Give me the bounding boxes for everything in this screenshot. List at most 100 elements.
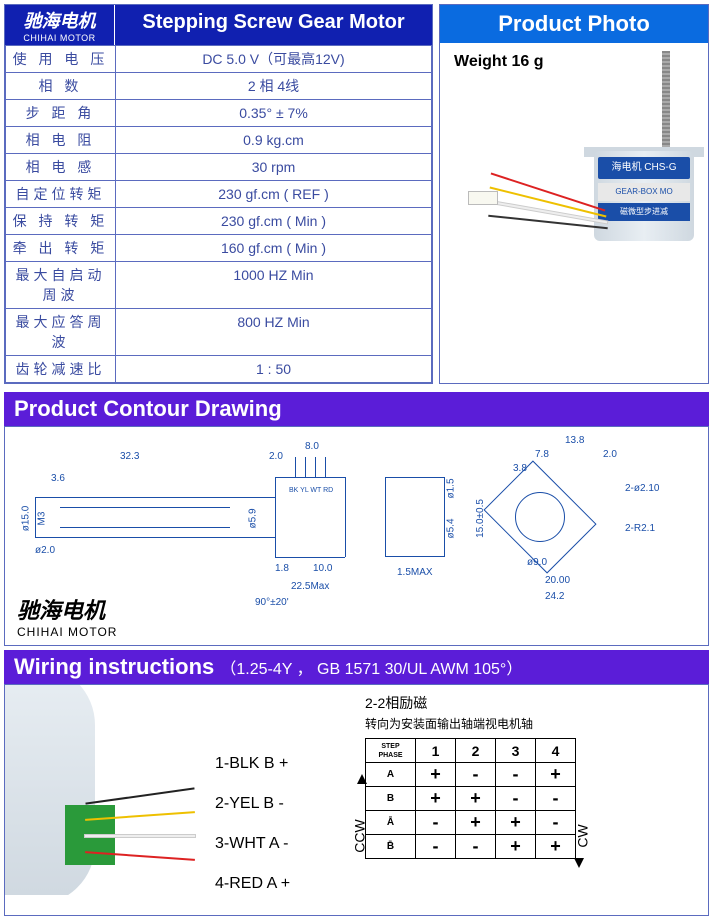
spec-label: 齿轮减速比 bbox=[6, 356, 116, 383]
body-label-a: 海电机 CHS-G bbox=[598, 157, 690, 179]
step-cell: - bbox=[456, 835, 496, 859]
spec-label: 最大自启动周波 bbox=[6, 262, 116, 309]
step-cell: - bbox=[456, 763, 496, 787]
cw-label: CW bbox=[574, 824, 590, 847]
dim-2_0a: 2.0 bbox=[269, 451, 283, 462]
photo-panel: Product Photo Weight 16 g 海电机 CHS-G GEAR… bbox=[439, 4, 709, 384]
phase-label: A bbox=[366, 763, 416, 787]
dim-d5_9: ø5.9 bbox=[248, 508, 259, 528]
step-cell: + bbox=[456, 787, 496, 811]
brand-cn: 驰海电机 bbox=[9, 7, 110, 33]
spec-label: 相 数 bbox=[6, 73, 116, 100]
contour-title: Product Contour Drawing bbox=[4, 392, 709, 426]
step-cell: + bbox=[496, 811, 536, 835]
phase-label: B̄ bbox=[366, 835, 416, 859]
spec-label: 牵 出 转 矩 bbox=[6, 235, 116, 262]
spec-row: 相 电 阻0.9 kg.cm bbox=[6, 127, 432, 154]
step-header: 2 bbox=[456, 739, 496, 763]
wire-legend-item: 1-BLK B + bbox=[215, 755, 355, 773]
spec-value: 230 gf.cm ( REF ) bbox=[116, 181, 432, 208]
step-header: 4 bbox=[536, 739, 576, 763]
dim-32_3: 32.3 bbox=[120, 451, 139, 462]
phase-label: Ā bbox=[366, 811, 416, 835]
dim-d9_0: ø9.0 bbox=[527, 557, 547, 568]
spec-row: 步 距 角0.35° ± 7% bbox=[6, 100, 432, 127]
dim-2_0b: 2.0 bbox=[603, 449, 617, 460]
step-cell: + bbox=[416, 787, 456, 811]
step-cell: + bbox=[416, 763, 456, 787]
dim-90deg: 90°±20' bbox=[255, 597, 289, 608]
spec-row: 使 用 电 压DC 5.0 V（可最高12V) bbox=[6, 46, 432, 73]
dim-m3: M3 bbox=[36, 512, 47, 526]
step-cell: + bbox=[456, 811, 496, 835]
dim-d5_4: ø5.4 bbox=[446, 518, 457, 538]
spec-value: 2 相 4线 bbox=[116, 73, 432, 100]
wiring-title: Wiring instructions bbox=[14, 654, 214, 679]
dim-d1_5: ø1.5 bbox=[446, 478, 457, 498]
dim-8_0: 8.0 bbox=[305, 441, 319, 452]
wire-black bbox=[488, 215, 608, 230]
wiring-box: 1-BLK B +2-YEL B -3-WHT A -4-RED A + 2-2… bbox=[4, 684, 709, 916]
brand-cell: 驰海电机 CHIHAI MOTOR bbox=[5, 5, 115, 45]
spec-row: 最大自启动周波1000 HZ Min bbox=[6, 262, 432, 309]
wiring-title-bar: Wiring instructions （1.25-4Y ， GB 1571 3… bbox=[4, 650, 709, 684]
wires bbox=[488, 151, 588, 261]
step-cell: + bbox=[496, 835, 536, 859]
spec-header: 驰海电机 CHIHAI MOTOR Stepping Screw Gear Mo… bbox=[5, 5, 432, 45]
dim-15_0: 15.0±0.5 bbox=[475, 499, 486, 538]
spec-table: 驰海电机 CHIHAI MOTOR Stepping Screw Gear Mo… bbox=[4, 4, 433, 384]
screw-shaft bbox=[662, 51, 670, 161]
dim-13_8: 13.8 bbox=[565, 435, 584, 446]
wire-white-2 bbox=[85, 835, 195, 837]
brand-en: CHIHAI MOTOR bbox=[9, 33, 110, 43]
dim-2r2_1: 2-R2.1 bbox=[625, 523, 655, 534]
dim-3_6: 3.6 bbox=[51, 473, 65, 484]
contour-drawing: 32.3 2.0 8.0 3.6 ø15.0 M3 ø2.0 ø5.9 1.8 … bbox=[4, 426, 709, 646]
arrow-cw bbox=[574, 858, 584, 868]
spec-row: 相 数2 相 4线 bbox=[6, 73, 432, 100]
dim-d2_0: ø2.0 bbox=[35, 545, 55, 556]
step-header: 1 bbox=[416, 739, 456, 763]
step-title: 2-2相励磁 bbox=[365, 693, 698, 713]
spec-value: DC 5.0 V（可最高12V) bbox=[116, 46, 432, 73]
body-label-c: 磁微型步进减 bbox=[598, 203, 690, 221]
spec-row: 保 持 转 矩230 gf.cm ( Min ) bbox=[6, 208, 432, 235]
brand-en-2: CHIHAI MOTOR bbox=[17, 625, 117, 639]
wiring-sub: （1.25-4Y ， GB 1571 30/UL AWM 105°） bbox=[220, 661, 522, 678]
wire-legend-item: 4-RED A + bbox=[215, 875, 355, 893]
spec-value: 160 gf.cm ( Min ) bbox=[116, 235, 432, 262]
dim-2d2_10: 2-ø2.10 bbox=[625, 483, 659, 494]
wire-legend-item: 2-YEL B - bbox=[215, 795, 355, 813]
spec-row: 牵 出 转 矩160 gf.cm ( Min ) bbox=[6, 235, 432, 262]
wiring-photo bbox=[5, 685, 205, 895]
dim-24_2: 24.2 bbox=[545, 591, 564, 602]
step-header: 3 bbox=[496, 739, 536, 763]
dim-10_0: 10.0 bbox=[313, 563, 332, 574]
spec-label: 相 电 阻 bbox=[6, 127, 116, 154]
step-cell: - bbox=[416, 811, 456, 835]
spec-label: 使 用 电 压 bbox=[6, 46, 116, 73]
step-cell: - bbox=[536, 811, 576, 835]
spec-label: 步 距 角 bbox=[6, 100, 116, 127]
spec-value: 30 rpm bbox=[116, 154, 432, 181]
spec-value: 230 gf.cm ( Min ) bbox=[116, 208, 432, 235]
spec-label: 最大应答周波 bbox=[6, 309, 116, 356]
step-cell: + bbox=[536, 763, 576, 787]
dim-d15: ø15.0 bbox=[20, 506, 31, 532]
step-cell: - bbox=[536, 787, 576, 811]
spec-label: 自定位转矩 bbox=[6, 181, 116, 208]
step-cell: - bbox=[416, 835, 456, 859]
photo-title: Product Photo bbox=[440, 5, 708, 43]
step-table: STEPPHASE1234A+--+B++--Ā-++-B̄--++ bbox=[365, 738, 576, 859]
step-corner: STEPPHASE bbox=[366, 739, 416, 763]
dim-7_8: 7.8 bbox=[535, 449, 549, 460]
photo-body: Weight 16 g 海电机 CHS-G GEAR-BOX MO 磁微型步进减 bbox=[440, 43, 708, 383]
dim-1_8: 1.8 bbox=[275, 563, 289, 574]
spec-row: 齿轮减速比1 : 50 bbox=[6, 356, 432, 383]
step-cell: - bbox=[496, 763, 536, 787]
spec-value: 800 HZ Min bbox=[116, 309, 432, 356]
step-area: 2-2相励磁 转向为安装面输出轴端视电机轴 STEPPHASE1234A+--+… bbox=[355, 685, 708, 915]
step-sub: 转向为安装面输出轴端视电机轴 bbox=[365, 715, 698, 732]
spec-label: 保 持 转 矩 bbox=[6, 208, 116, 235]
spec-value: 0.35° ± 7% bbox=[116, 100, 432, 127]
